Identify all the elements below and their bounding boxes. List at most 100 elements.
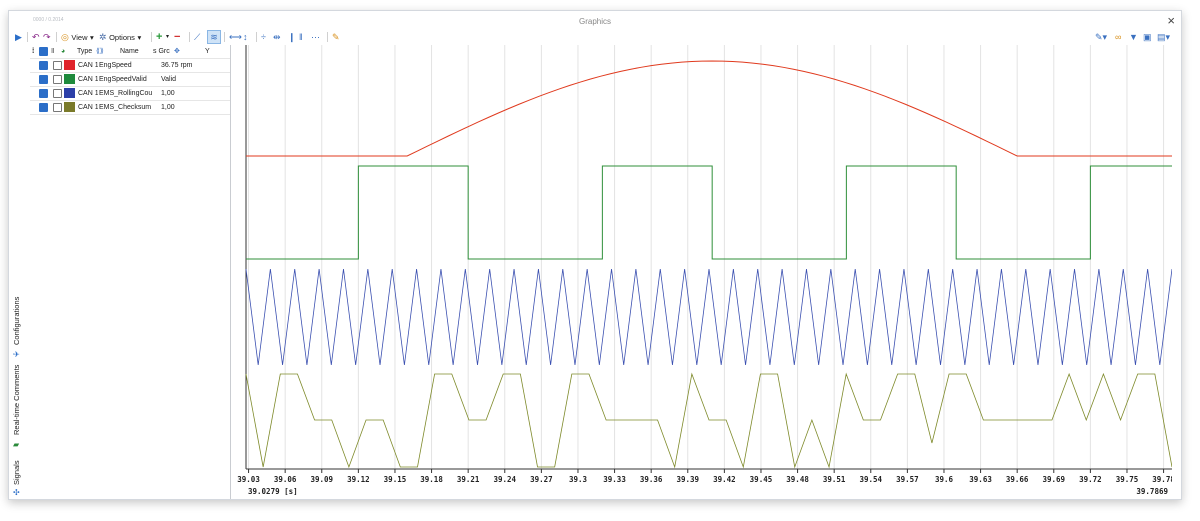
more-icon[interactable]: ⋯ — [311, 32, 320, 42]
x-tick-label: 39.45 — [750, 475, 773, 484]
rollingcounter-trace — [245, 268, 1173, 366]
x-tick-label: 39.78 — [1152, 475, 1172, 484]
axis-checkbox[interactable] — [53, 89, 62, 98]
tab-configurations[interactable]: Configurations — [12, 296, 21, 345]
options-menu-arrow: ▾ — [137, 33, 142, 42]
close-icon[interactable]: × — [1167, 13, 1175, 28]
signal-value: 36.75 rpm — [161, 62, 193, 69]
options-menu-button[interactable]: ✲ Options ▾ — [99, 30, 141, 44]
color-swatch[interactable] — [64, 74, 75, 84]
axis-checkbox[interactable] — [53, 103, 62, 112]
cursor-single-icon[interactable]: ❙ — [288, 32, 296, 42]
x-tick-label: 39.51 — [823, 475, 846, 484]
view-menu-button[interactable]: ◎ View ▾ — [61, 30, 94, 44]
name-column-header[interactable]: Name — [120, 48, 139, 55]
x-tick-label: 39.63 — [969, 475, 992, 484]
redo-icon[interactable]: ↷ — [43, 32, 51, 42]
fit-vertical-icon[interactable]: ↕ — [243, 32, 248, 42]
y-column-header[interactable]: Y — [205, 48, 210, 55]
link-icon[interactable]: ∞ — [1115, 32, 1122, 42]
type-column-header[interactable]: Type — [77, 48, 93, 55]
comments-icon: ▰ — [13, 440, 20, 449]
gear-icon: ✲ — [99, 32, 107, 42]
signal-value: Valid — [161, 76, 177, 83]
signal-name: EngSpeed — [99, 62, 132, 69]
signal-type: CAN 1 — [78, 62, 98, 69]
scale-column-icon[interactable]: ✥ — [174, 48, 180, 55]
window-title: Graphics — [578, 17, 611, 26]
group-column-header[interactable]: s Grc — [153, 48, 170, 55]
split-horizontal-icon[interactable]: ÷ — [261, 32, 266, 42]
select-all-checkbox[interactable] — [39, 47, 48, 56]
x-tick-label: 39.54 — [859, 475, 882, 484]
view-menu-label: View — [71, 33, 88, 42]
color-swatch[interactable] — [64, 88, 75, 98]
tab-real-time-comments[interactable]: Real-time Comments — [12, 364, 21, 435]
signal-row[interactable]: CAN 1 EngSpeed 36.75 rpm — [30, 59, 230, 73]
x-tick-label: 39.12 — [347, 475, 370, 484]
signal-row[interactable]: CAN 1 EngSpeedValid Valid — [30, 73, 230, 87]
checksum-trace — [245, 372, 1173, 469]
stacked-chart-icon[interactable]: ≋ — [207, 30, 221, 44]
signal-type: CAN 1 — [78, 76, 98, 83]
configurations-icon: ✈ — [13, 350, 20, 359]
x-range-end-label: 39.7869 — [1136, 487, 1168, 495]
signal-table-header: ⁞ Ⅱ ◕ Type ⟪⟫ Name s Grc ✥ Y — [30, 45, 230, 59]
x-tick-label: 39.18 — [420, 475, 443, 484]
x-tick-label: 39.36 — [640, 475, 663, 484]
x-tick-label: 39.42 — [713, 475, 736, 484]
axis-checkbox[interactable] — [53, 61, 62, 70]
source-column-icon[interactable]: ⟪⟫ — [96, 48, 104, 55]
column-handle-icon[interactable]: ⁞ — [32, 48, 35, 55]
visible-checkbox[interactable] — [39, 61, 48, 70]
undo-icon[interactable]: ↶ — [32, 32, 40, 42]
marker-icon[interactable]: ✎ — [332, 32, 340, 42]
x-tick-label: 39.72 — [1079, 475, 1102, 484]
cursor-pair-icon[interactable]: ‖ — [299, 32, 303, 42]
engspeedvalid-trace — [246, 165, 1172, 260]
color-column-icon[interactable]: ◕ — [61, 48, 66, 55]
color-swatch[interactable] — [64, 102, 75, 112]
filter-icon[interactable]: ▼ — [1129, 32, 1138, 42]
signal-type: CAN 1 — [78, 90, 98, 97]
export-icon[interactable]: ▣ — [1143, 32, 1152, 42]
tab-signals[interactable]: Signals — [12, 460, 21, 485]
x-tick-label: 39.75 — [1116, 475, 1139, 484]
signal-row[interactable]: CAN 1 EMS_Checksum 1,00 — [30, 101, 230, 115]
signal-value: 1,00 — [161, 104, 175, 111]
signal-type: CAN 1 — [78, 104, 98, 111]
remove-signal-icon[interactable]: − — [174, 31, 181, 43]
play-icon[interactable]: ▶ — [15, 32, 22, 42]
add-signal-icon[interactable]: + — [156, 31, 163, 43]
graphics-window: 0000 / 0.2014 Graphics × ▶ ↶ ↷ ◎ View ▾ … — [8, 10, 1182, 500]
fit-horizontal-icon[interactable]: ⟷ — [229, 32, 242, 42]
view-icon: ◎ — [61, 32, 69, 42]
axis-column-icon[interactable]: Ⅱ — [51, 48, 55, 55]
x-tick-label: 39.27 — [530, 475, 553, 484]
add-dropdown-arrow-icon[interactable]: ▾ — [166, 34, 170, 40]
x-tick-label: 39.33 — [603, 475, 626, 484]
signal-row[interactable]: CAN 1 EMS_RollingCou 1,00 — [30, 87, 230, 101]
visible-checkbox[interactable] — [39, 89, 48, 98]
x-range-start-label: 39.0279 [s] — [248, 487, 298, 495]
x-tick-label: 39.15 — [384, 475, 407, 484]
visible-checkbox[interactable] — [39, 75, 48, 84]
signal-name: EngSpeedValid — [99, 76, 147, 83]
x-tick-label: 39.6 — [935, 475, 954, 484]
x-tick-label: 39.69 — [1042, 475, 1065, 484]
split-vertical-icon[interactable]: ⇹ — [273, 32, 281, 42]
line-chart-icon[interactable]: ⟋ — [194, 32, 201, 42]
wrench-icon[interactable]: ✎▾ — [1095, 32, 1108, 42]
x-tick-label: 39.03 — [237, 475, 260, 484]
waveform-plot[interactable]: 39.03 39.06 39.09 39.12 39.15 39.18 39.21 39.24… — [236, 45, 1175, 496]
toolbar: ▶ ↶ ↷ ◎ View ▾ ✲ Options ▾ + ▾ − ⟋ ≋ ⟷ ↕… — [9, 30, 1181, 44]
visible-checkbox[interactable] — [39, 103, 48, 112]
signal-name: EMS_RollingCou — [99, 90, 153, 97]
color-swatch[interactable] — [64, 60, 75, 70]
x-tick-label: 39.06 — [274, 475, 297, 484]
x-tick-label: 39.21 — [457, 475, 480, 484]
plot-canvas[interactable]: 39.03 39.06 39.09 39.12 39.15 39.18 39.21 39.24… — [236, 45, 1175, 496]
layout-icon[interactable]: ▤▾ — [1157, 32, 1171, 42]
axis-checkbox[interactable] — [53, 75, 62, 84]
x-tick-label: 39.24 — [493, 475, 516, 484]
